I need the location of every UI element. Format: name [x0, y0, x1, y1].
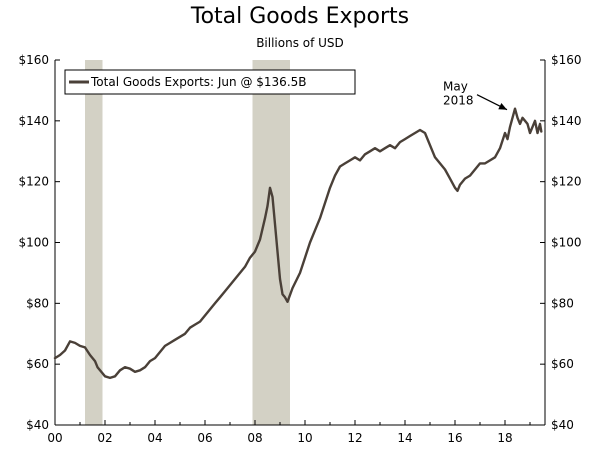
x-tick-label: 04: [147, 431, 162, 445]
recession-band-1: [85, 60, 103, 425]
series-layer: [53, 107, 543, 380]
axes: $40 $40 $60 $60 $80 $80 $100 $100 $120 $120 $140 $1…: [18, 53, 581, 445]
chart-subtitle: Billions of USD: [256, 36, 344, 50]
annotation: May 2018: [443, 80, 508, 111]
x-tick-label: 18: [497, 431, 512, 445]
y-tick-label-left: $60: [26, 357, 49, 371]
y-tick-label-right: $80: [551, 296, 574, 310]
x-tick-label: 16: [447, 431, 462, 445]
y-tick-label-left: $100: [18, 236, 49, 250]
x-tick-label: 02: [97, 431, 112, 445]
y-tick-label-right: $40: [551, 418, 574, 432]
series-line-total-goods-exports: [53, 107, 543, 380]
recession-bands: [85, 60, 290, 425]
legend-label: Total Goods Exports: Jun @ $136.5B: [90, 75, 307, 89]
legend: Total Goods Exports: Jun @ $136.5B: [64, 69, 356, 95]
y-tick-label-left: $80: [26, 296, 49, 310]
y-tick-label-right: $100: [551, 236, 582, 250]
y-tick-label-left: $120: [18, 175, 49, 189]
x-tick-label: 12: [347, 431, 362, 445]
annotation-line1: May: [443, 80, 468, 94]
x-tick-label: 10: [297, 431, 312, 445]
x-tick-label: 08: [247, 431, 262, 445]
legend-box: [64, 69, 356, 95]
chart-title: Total Goods Exports: [190, 4, 410, 29]
x-tick-label: 14: [397, 431, 412, 445]
y-tick-label-right: $160: [551, 53, 582, 67]
y-tick-label-left: $140: [18, 114, 49, 128]
y-tick-label-right: $120: [551, 175, 582, 189]
y-tick-label-left: $40: [26, 418, 49, 432]
annotation-arrowhead: [498, 103, 507, 110]
annotation-line2: 2018: [443, 94, 474, 108]
y-tick-label-right: $140: [551, 114, 582, 128]
x-tick-label: 00: [47, 431, 62, 445]
y-tick-label-right: $60: [551, 357, 574, 371]
y-tick-label-left: $160: [18, 53, 49, 67]
x-tick-label: 06: [197, 431, 212, 445]
